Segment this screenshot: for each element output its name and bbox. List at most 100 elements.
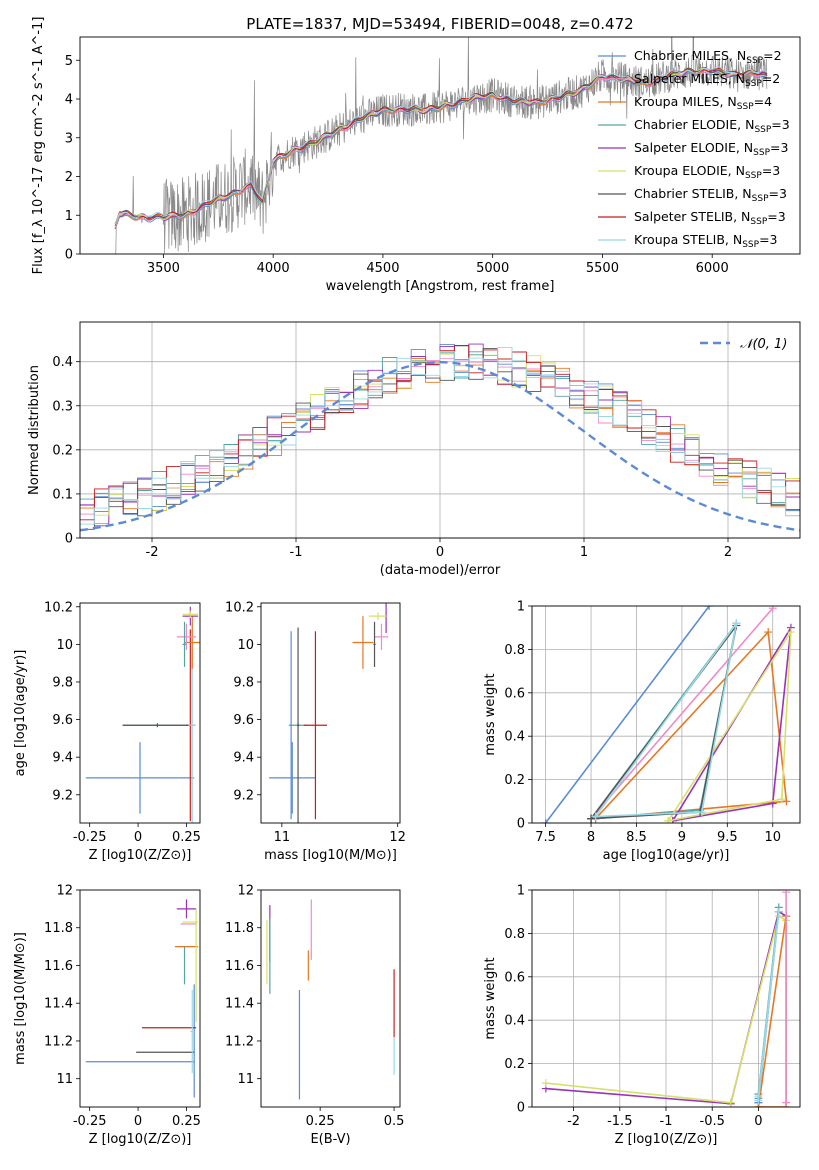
x-axis-label: E(B-V) (310, 1132, 350, 1147)
x-tick-label: -0.25 (73, 1114, 107, 1129)
axes-frame (531, 605, 801, 824)
y-tick-label: 9.8 (233, 675, 254, 690)
x-tick-label: 2 (724, 545, 732, 560)
y-tick-label: 0.4 (504, 730, 525, 745)
legend-label-count: =3 (767, 209, 785, 224)
y-tick-label: 1 (65, 209, 73, 224)
weight-marker (732, 619, 741, 628)
weight-series-line (545, 914, 787, 1104)
y-tick-label: 0.4 (504, 1014, 525, 1029)
weight-marker (587, 814, 596, 823)
y-tick-label: 9.4 (52, 751, 73, 766)
legend-label-subscript: SSP (746, 56, 763, 66)
y-tick-label: 12 (56, 884, 73, 899)
legend-label: Chabrier ELODIE, NSSP=3 (634, 117, 790, 135)
weight-marker (782, 797, 791, 806)
metallicity-weight-panel: -2 -1.5 -1 -0.5 0 0 0.2 0.4 0.6 0.8 1 Z [log10(Z/Z⊙… (483, 884, 801, 1147)
x-tick-label: 0 (134, 830, 142, 845)
weight-marker (541, 819, 550, 823)
x-axis-label: age [log10(age/yr)] (603, 848, 730, 863)
legend-label: 𝒩(0, 1) (740, 337, 787, 352)
legend-label-subscript: SSP (737, 102, 754, 112)
mass-age-panel: 11 12 9.2 9.4 9.6 9.8 10 10.2 mass [log10(M/M⊙)] (225, 600, 406, 863)
x-axis-label: (data-model)/error (380, 563, 501, 578)
y-tick-label: 11.2 (44, 1034, 73, 1049)
y-axis-label: age [log10(age/yr)] (13, 650, 28, 777)
legend-label-prefix: Salpeter MILES, N (634, 71, 745, 86)
x-tick-label: -1 (290, 545, 303, 560)
legend-label-prefix: Salpeter ELODIE, N (634, 140, 753, 155)
y-tick-label: 9.6 (233, 713, 254, 728)
legend-label-count: =2 (762, 71, 780, 86)
weight-marker (591, 812, 600, 821)
x-axis-label: Z [log10(Z/Z⊙)] (89, 848, 192, 863)
y-axis-label: mass weight (483, 673, 498, 755)
x-tick-label: -0.25 (73, 830, 107, 845)
legend-label-count: =4 (754, 94, 772, 109)
y-tick-label: 0.1 (52, 487, 73, 502)
weight-marker (774, 907, 783, 916)
y-tick-label: 11 (237, 1072, 254, 1087)
gaussian-curve (80, 360, 800, 532)
y-tick-label: 10 (237, 638, 254, 653)
y-tick-label: 3 (65, 131, 73, 146)
legend-label-prefix: Chabrier MILES, N (634, 48, 746, 63)
legend-label-subscript: SSP (745, 79, 762, 89)
y-tick-label: 0.2 (504, 773, 525, 788)
legend-label: Salpeter MILES, NSSP=2 (634, 71, 780, 89)
y-tick-label: 10.2 (225, 600, 254, 615)
weight-marker (782, 1098, 791, 1107)
y-tick-label: 0 (517, 1101, 525, 1116)
metallicity-mass-panel: -0.25 0 0.25 11 11.2 11.4 11.6 11.8 12 Z [log10(Z… (13, 884, 201, 1148)
weight-series-line (667, 629, 792, 822)
legend-label-subscript: SSP (753, 148, 770, 158)
legend-label: Chabrier MILES, NSSP=2 (634, 48, 782, 66)
weight-marker (764, 628, 773, 637)
legend-label-subscript: SSP (745, 171, 762, 181)
weight-series-line (544, 606, 710, 823)
x-axis-label: wavelength [Angstrom, rest frame] (326, 279, 555, 294)
axes-frame (79, 602, 201, 824)
plot-area (266, 899, 395, 1100)
x-tick-label: 12 (389, 830, 406, 845)
y-tick-label: 0.2 (504, 1057, 525, 1072)
x-tick-label: 8.5 (626, 830, 647, 845)
y-tick-label: 11 (56, 1072, 73, 1087)
residual-histogram-panel: -2 -1 0 1 2 0 0.1 0.2 0.3 0.4 (data-model)/error No… (27, 321, 801, 578)
y-tick-label: 11.4 (44, 997, 73, 1012)
y-tick-label: 0.6 (504, 970, 525, 985)
weight-marker (664, 816, 673, 823)
legend-label-count: =3 (770, 140, 788, 155)
axes-frame (79, 321, 801, 539)
weight-marker (541, 1079, 550, 1088)
y-tick-label: 11.2 (225, 1034, 254, 1049)
plot-area (80, 343, 800, 532)
x-tick-label: -2 (567, 1114, 580, 1129)
y-tick-label: 0.8 (504, 643, 525, 658)
plot-area (269, 603, 389, 823)
x-tick-label: 8 (587, 830, 595, 845)
y-axis-label: Normed distribution (27, 365, 42, 495)
legend-label: Kroupa MILES, NSSP=4 (634, 94, 772, 112)
age-weight-panel: 7.5 8 8.5 9 9.5 10 0 0.2 0.4 0.6 0.8 1 age [log10(ag… (483, 600, 801, 863)
x-tick-label: 0.25 (172, 1114, 201, 1129)
x-tick-label: 0.25 (172, 830, 201, 845)
y-tick-label: 0 (65, 248, 73, 263)
weight-series-line (590, 607, 774, 820)
x-tick-label: 3500 (147, 261, 180, 276)
legend-label-prefix: Kroupa STELIB, N (634, 232, 742, 247)
axes-frame (79, 889, 201, 1108)
y-tick-label: 10 (56, 638, 73, 653)
legend-label: Kroupa STELIB, NSSP=3 (634, 232, 778, 250)
plot-area (541, 890, 791, 1107)
y-tick-label: 9.2 (233, 788, 254, 803)
x-axis-label: Z [log10(Z/Z⊙)] (89, 1132, 192, 1147)
plot-area (85, 899, 199, 1098)
x-tick-label: 0 (436, 545, 444, 560)
y-tick-label: 11.8 (44, 921, 73, 936)
legend-label-count: =3 (771, 117, 789, 132)
legend-label-prefix: Kroupa MILES, N (634, 94, 737, 109)
x-tick-label: -2 (146, 545, 159, 560)
observed-spectrum-line (112, 37, 768, 254)
